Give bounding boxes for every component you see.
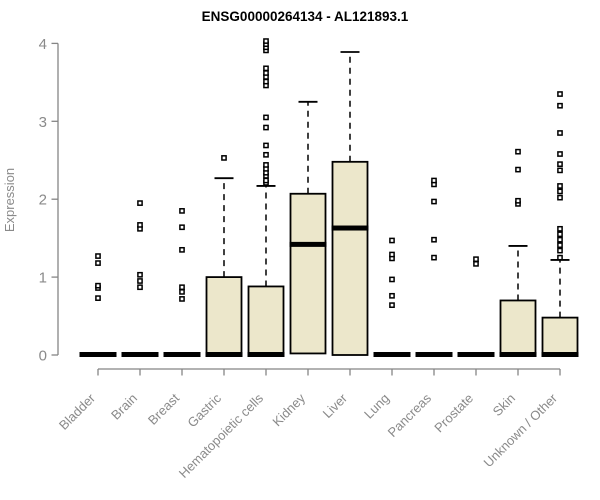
- outlier-point: [557, 194, 563, 201]
- median-line: [247, 352, 285, 357]
- x-tick-label: Prostate: [431, 391, 476, 436]
- outlier-point: [557, 247, 563, 254]
- outlier-point: [557, 188, 563, 195]
- outlier-point: [431, 177, 437, 184]
- x-tick-label: Bladder: [56, 390, 99, 433]
- x-tick-label: Skin: [490, 391, 518, 419]
- outlier-point: [263, 114, 269, 121]
- outlier-point: [431, 236, 437, 243]
- median-line: [415, 352, 453, 357]
- x-tick-label: Pancreas: [385, 390, 435, 440]
- outlier-point: [263, 162, 269, 168]
- median-line: [499, 352, 537, 357]
- box: [205, 276, 243, 356]
- outlier-point: [179, 246, 185, 253]
- median-line: [79, 352, 117, 357]
- outlier-point: [557, 242, 563, 249]
- outlier-point: [431, 198, 437, 205]
- outlier-point: [179, 208, 185, 214]
- outlier-point: [221, 155, 227, 161]
- median-line: [289, 241, 327, 247]
- x-tick-label: Kidney: [269, 390, 308, 429]
- outlier-point: [137, 271, 143, 278]
- x-tick-label: Breast: [145, 390, 182, 427]
- outlier-point: [389, 292, 395, 299]
- outlier-point: [557, 91, 563, 97]
- box-series: [79, 51, 579, 357]
- outlier-point: [389, 302, 395, 308]
- x-tick-label: Brain: [108, 391, 140, 423]
- outlier-point: [557, 151, 563, 157]
- y-tick-label: 0: [39, 348, 47, 365]
- outlier-point: [137, 278, 143, 284]
- outlier-point: [95, 295, 101, 301]
- outlier-point: [557, 161, 563, 167]
- outlier-point: [515, 197, 521, 204]
- outlier-point: [557, 183, 563, 189]
- y-tick-label: 1: [39, 270, 47, 287]
- outlier-point: [95, 282, 101, 289]
- box: [247, 285, 285, 356]
- outlier-point: [263, 78, 269, 85]
- outlier-point: [431, 254, 437, 261]
- outlier-point: [389, 276, 395, 283]
- x-tick-label: Liver: [320, 390, 351, 421]
- box: [541, 316, 579, 356]
- outlier-point: [473, 261, 479, 267]
- outlier-point: [263, 70, 269, 76]
- outlier-point: [557, 254, 563, 261]
- outlier-point: [263, 177, 269, 184]
- median-line: [121, 352, 159, 357]
- outlier-point: [515, 166, 521, 173]
- outlier-point: [263, 124, 269, 131]
- outlier-point: [179, 296, 185, 302]
- chart-title: ENSG00000264134 - AL121893.1: [202, 9, 409, 24]
- outlier-point: [557, 225, 563, 232]
- median-line: [331, 225, 369, 231]
- median-line: [373, 352, 411, 357]
- median-line: [457, 352, 495, 357]
- x-tick-label: Gastric: [184, 390, 224, 430]
- outlier-point: [263, 151, 269, 158]
- y-tick-label: 4: [39, 36, 47, 53]
- outlier-point: [179, 289, 185, 295]
- box: [289, 192, 327, 355]
- outlier-point: [515, 148, 521, 155]
- x-tick-label: Unknown / Other: [481, 390, 561, 470]
- outlier-point: [389, 251, 395, 258]
- outlier-point: [137, 200, 143, 206]
- outlier-point: [557, 167, 563, 174]
- outlier-point: [137, 284, 143, 291]
- median-line: [205, 352, 243, 357]
- y-tick-label: 2: [39, 192, 47, 209]
- outlier-point: [473, 256, 479, 263]
- outlier-point: [263, 65, 269, 72]
- outlier-point: [263, 142, 269, 149]
- outlier-point: [557, 102, 563, 109]
- outlier-point: [137, 222, 143, 228]
- median-line: [541, 352, 579, 357]
- outlier-point: [95, 260, 101, 266]
- outlier-point: [263, 38, 269, 44]
- median-line: [163, 352, 201, 357]
- outlier-point: [179, 284, 185, 291]
- outlier-point: [557, 236, 563, 243]
- x-tick-label: Lung: [361, 391, 392, 422]
- y-tick-label: 3: [39, 114, 47, 131]
- box: [331, 160, 369, 356]
- outlier-points: [95, 38, 563, 308]
- outlier-point: [389, 237, 395, 244]
- y-axis-label: Expression: [2, 168, 17, 232]
- box: [499, 299, 537, 356]
- outlier-point: [557, 130, 563, 136]
- outlier-point: [557, 231, 563, 238]
- outlier-point: [179, 224, 185, 231]
- outlier-point: [95, 253, 101, 259]
